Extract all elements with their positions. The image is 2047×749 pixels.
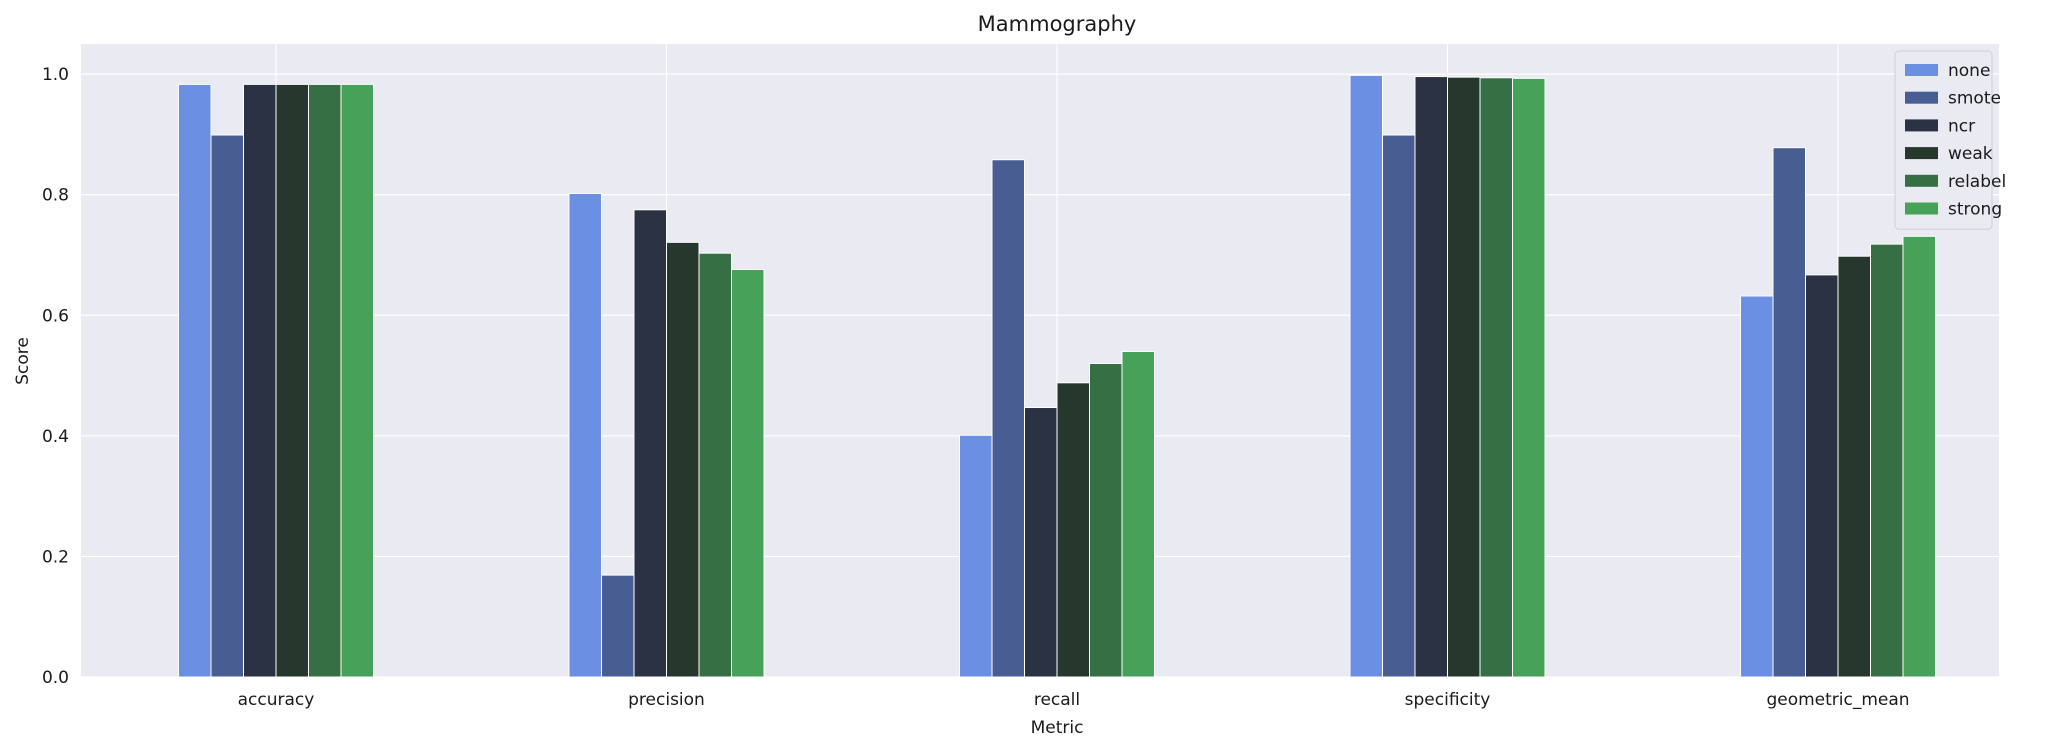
bar-weak-accuracy xyxy=(275,83,309,678)
bar-smote-accuracy xyxy=(210,134,244,678)
y-axis-label: Score xyxy=(13,337,33,385)
bar-relabel-accuracy xyxy=(308,83,342,678)
x-axis-label: Metric xyxy=(1031,718,1084,738)
y-tick-label: 0.2 xyxy=(42,547,69,567)
bar-smote-recall xyxy=(991,159,1025,678)
legend-swatch-relabel xyxy=(1905,174,1938,187)
bar-smote-geometric_mean xyxy=(1772,147,1806,678)
legend-swatch-strong xyxy=(1905,202,1938,215)
legend-label: strong xyxy=(1948,200,2002,220)
bar-ncr-precision xyxy=(633,209,667,678)
bar-strong-geometric_mean xyxy=(1902,235,1936,678)
x-tick-label: precision xyxy=(628,690,705,710)
bar-relabel-precision xyxy=(698,252,732,678)
x-tick-label: accuracy xyxy=(238,690,315,710)
bar-smote-precision xyxy=(601,574,635,678)
y-tick-label: 1.0 xyxy=(42,65,69,85)
bar-ncr-specificity xyxy=(1414,76,1448,678)
bar-strong-accuracy xyxy=(340,83,374,678)
legend-swatch-ncr xyxy=(1905,119,1938,132)
x-tick-label: recall xyxy=(1034,690,1080,710)
bar-none-recall xyxy=(959,434,993,678)
y-tick-label: 0.0 xyxy=(42,668,69,688)
legend-label: none xyxy=(1948,61,1990,81)
bar-strong-specificity xyxy=(1512,77,1546,678)
x-tick-label: geometric_mean xyxy=(1766,690,1909,710)
bar-weak-geometric_mean xyxy=(1837,255,1871,678)
bar-strong-recall xyxy=(1121,350,1155,678)
bar-relabel-specificity xyxy=(1479,77,1513,678)
x-tick-label: specificity xyxy=(1405,690,1491,710)
bar-none-specificity xyxy=(1349,74,1383,678)
bar-weak-precision xyxy=(666,241,700,678)
legend: none smote ncr weak relabel strong xyxy=(1894,50,2006,230)
tick-labels: 0.0 0.2 0.4 0.6 0.8 1.0 accuracy precision recal… xyxy=(42,65,1910,710)
legend-label: relabel xyxy=(1948,172,2006,192)
bar-strong-precision xyxy=(731,268,765,678)
legend-label: weak xyxy=(1948,144,1993,164)
bar-none-geometric_mean xyxy=(1740,295,1774,678)
bar-smote-specificity xyxy=(1382,134,1416,678)
chart-title: Mammography xyxy=(978,12,1137,36)
bar-ncr-recall xyxy=(1024,407,1058,678)
bar-weak-specificity xyxy=(1447,76,1481,678)
bar-weak-recall xyxy=(1056,382,1090,678)
legend-swatch-weak xyxy=(1905,147,1938,160)
bar-ncr-accuracy xyxy=(243,83,277,678)
y-tick-label: 0.8 xyxy=(42,186,69,206)
bar-relabel-recall xyxy=(1089,363,1123,678)
bar-ncr-geometric_mean xyxy=(1805,274,1839,678)
legend-swatch-smote xyxy=(1905,91,1938,104)
y-tick-label: 0.4 xyxy=(42,427,69,447)
bar-relabel-geometric_mean xyxy=(1870,243,1904,678)
bar-none-accuracy xyxy=(178,83,212,678)
legend-label: ncr xyxy=(1948,116,1975,136)
y-tick-label: 0.6 xyxy=(42,306,69,326)
legend-label: smote xyxy=(1948,89,2001,109)
legend-swatch-none xyxy=(1905,64,1938,76)
bar-none-precision xyxy=(568,193,602,678)
bars xyxy=(178,74,1936,678)
